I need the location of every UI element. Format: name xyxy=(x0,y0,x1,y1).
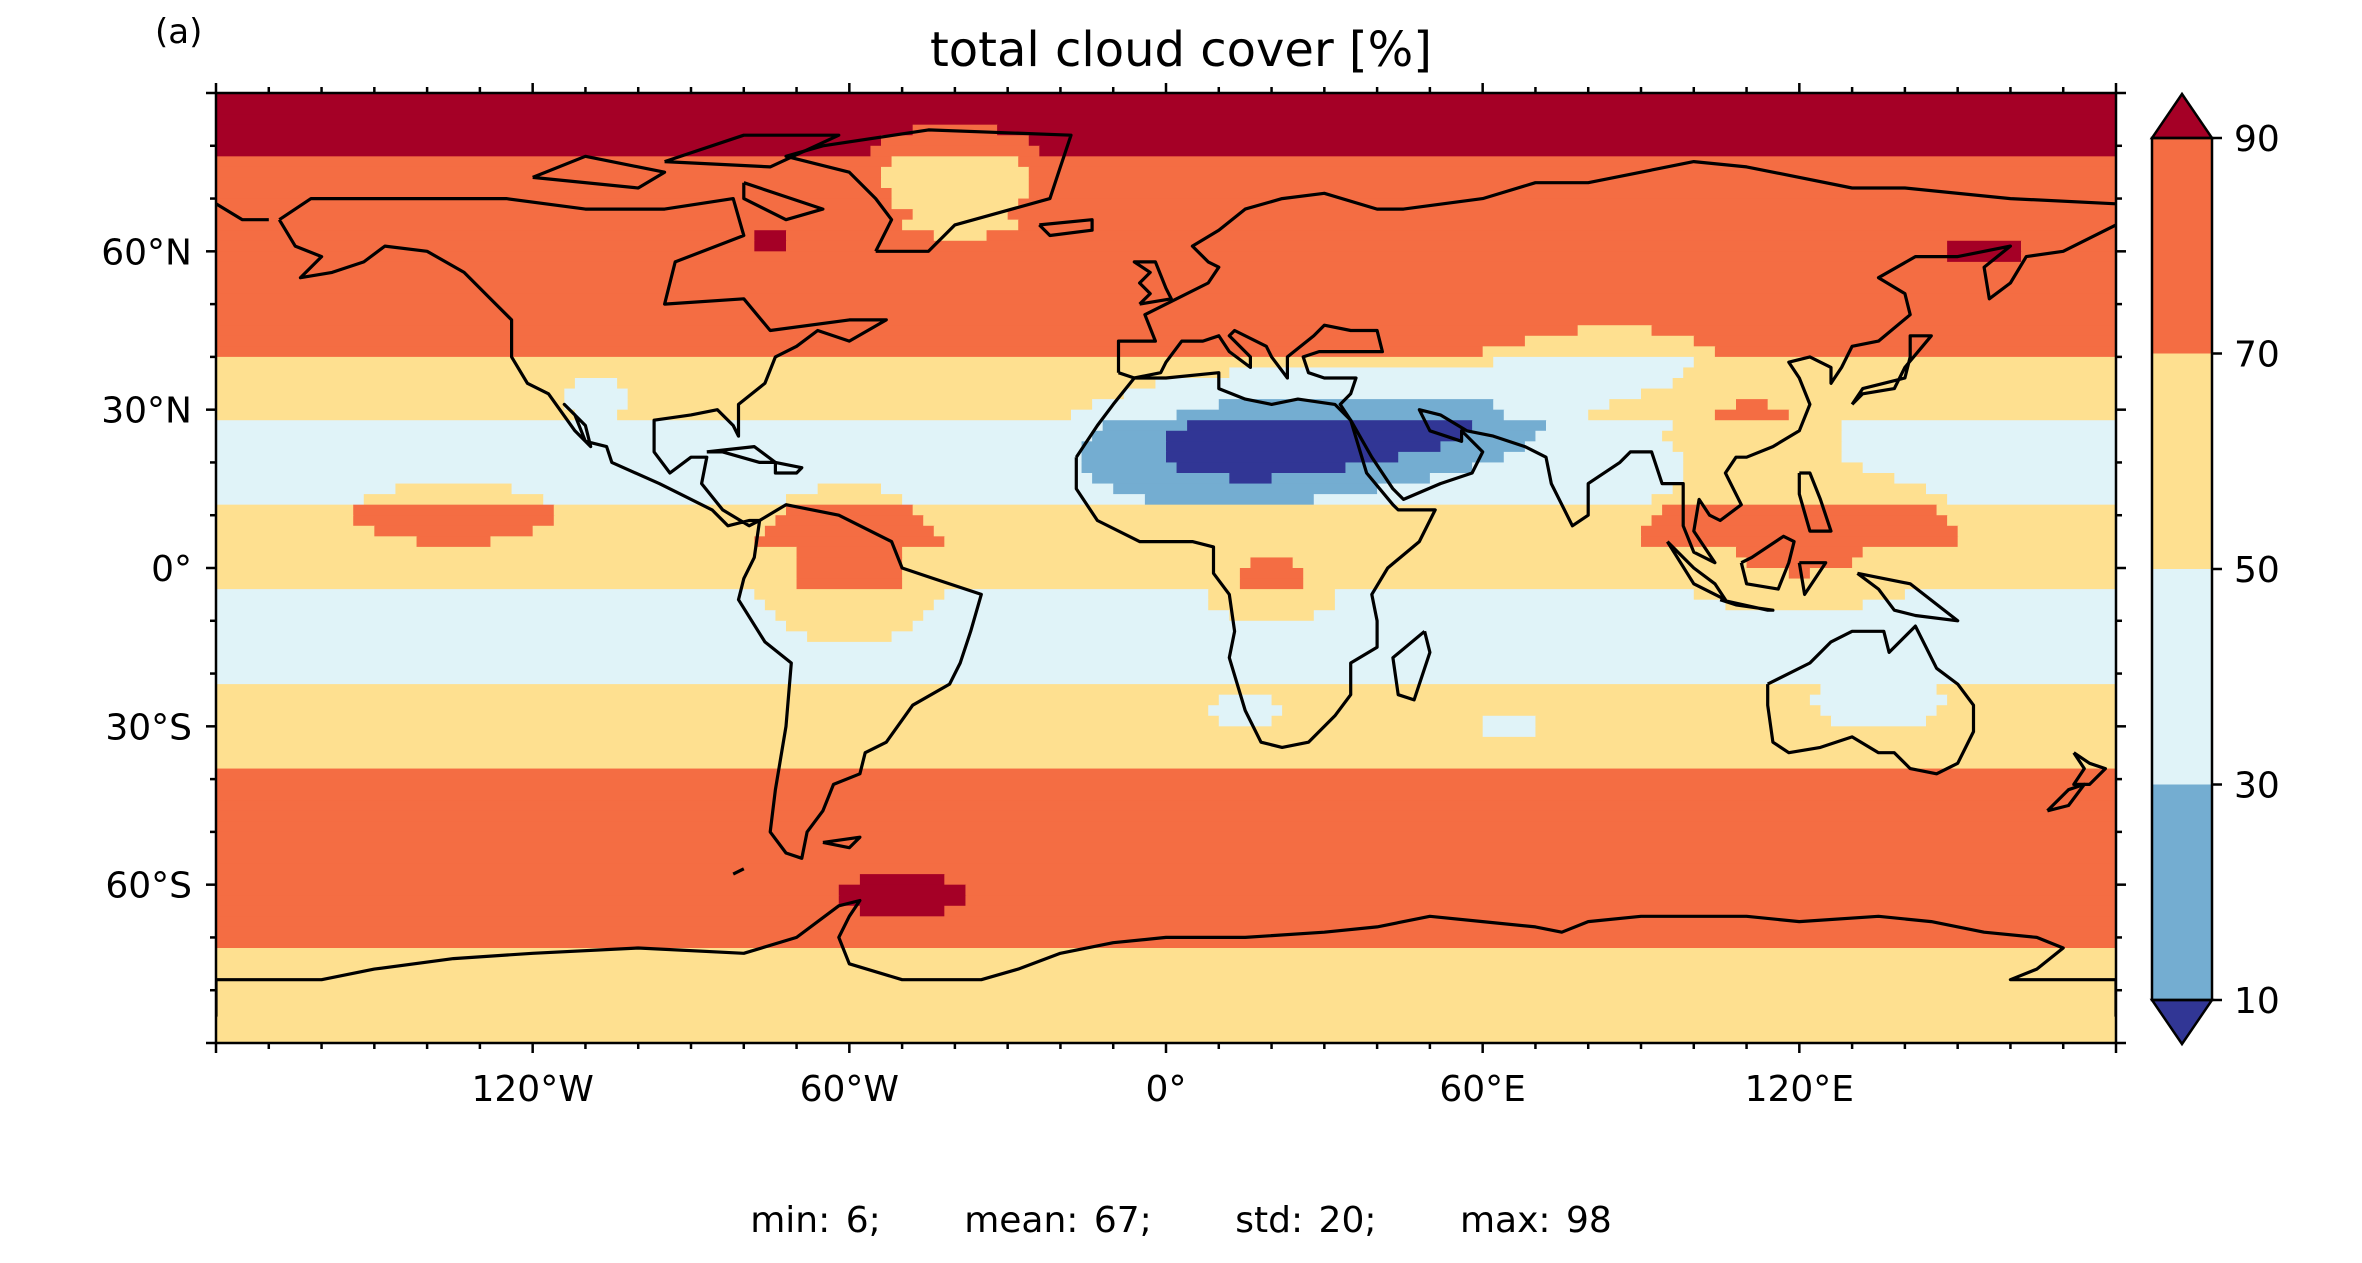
coastline-segment xyxy=(532,154,667,190)
coastlines xyxy=(216,128,2116,1017)
coastline-segment xyxy=(216,202,269,222)
coastline-segment xyxy=(1666,540,1727,602)
coastline-segment xyxy=(1391,630,1432,702)
coastline-segment xyxy=(736,503,983,860)
cloud-cover-field xyxy=(216,93,2116,1043)
colorbar-tick-label: 90 xyxy=(2234,119,2280,160)
coastline-segment xyxy=(1038,218,1094,238)
stat-max: max: 98 xyxy=(1459,1200,1612,1241)
coastline-segment xyxy=(773,460,804,475)
coastline-segment xyxy=(706,445,777,464)
lat-tick-label: 30°S xyxy=(105,707,192,748)
lat-tick-label: 60°N xyxy=(101,232,192,273)
stat-min: min: 6; xyxy=(750,1200,881,1241)
coastline-segment xyxy=(1739,534,1796,591)
coastline-segment xyxy=(784,128,1073,253)
coastline-segment xyxy=(277,197,888,528)
colorbar-segment xyxy=(2152,784,2212,1000)
colorbar-segment xyxy=(2152,569,2212,785)
coastline-segment xyxy=(1116,160,2116,373)
coastline-segment xyxy=(1132,260,1173,306)
lon-tick-label: 60°W xyxy=(800,1069,899,1110)
colorbar-tick-label: 70 xyxy=(2234,335,2280,376)
axis-ticks xyxy=(206,83,2126,1053)
colorbar: 10 30 50 70 90 xyxy=(2149,91,2280,1047)
coastline-segment xyxy=(1074,371,1437,749)
axis-labels: 120°W 60°W 0° 60°E 120°E 60°N 30°N 0° 30°S 60°S xyxy=(101,232,1854,1110)
coastline-segment xyxy=(732,867,745,876)
coastline-segment xyxy=(1117,223,2116,565)
colorbar-tick-label: 50 xyxy=(2234,550,2280,591)
lon-tick-label: 120°W xyxy=(472,1069,594,1110)
coastline-segment xyxy=(1850,334,1933,406)
lon-tick-label: 60°E xyxy=(1439,1069,1526,1110)
coastline-segment xyxy=(822,835,862,850)
lat-tick-label: 60°S xyxy=(105,866,192,907)
stat-mean: mean: 67; xyxy=(964,1200,1152,1241)
map-title: total cloud cover [%] xyxy=(929,22,1432,78)
colorbar-tick-label: 10 xyxy=(2234,981,2280,1022)
colorbar-extend-max xyxy=(2149,91,2215,140)
coastline-segment xyxy=(1797,471,1833,533)
coastline-segment xyxy=(742,181,825,222)
coastline-segment xyxy=(1797,561,1828,596)
coastline-segment xyxy=(1856,571,1960,623)
colorbar-tick-label: 30 xyxy=(2234,766,2280,807)
coastline-segment xyxy=(2046,782,2086,813)
colorbar-extend-min xyxy=(2149,998,2215,1047)
coastline-segment xyxy=(1766,624,1976,776)
coastline-segment xyxy=(216,898,2116,1017)
lon-tick-label: 120°E xyxy=(1745,1069,1854,1110)
lat-tick-label: 0° xyxy=(151,549,192,590)
lon-tick-label: 0° xyxy=(1146,1069,1187,1110)
coastline-segment xyxy=(2072,751,2107,786)
stat-std: std: 20; xyxy=(1235,1200,1377,1241)
colorbar-segment xyxy=(2152,138,2212,354)
lat-tick-label: 30°N xyxy=(101,391,192,432)
coastline-segment xyxy=(664,133,841,169)
panel-label: (a) xyxy=(155,12,203,52)
colorbar-segment xyxy=(2152,353,2212,569)
statistics-line: min: 6; mean: 67; std: 20; max: 98 xyxy=(0,1200,2362,1241)
coastline-segment xyxy=(1719,598,1775,612)
